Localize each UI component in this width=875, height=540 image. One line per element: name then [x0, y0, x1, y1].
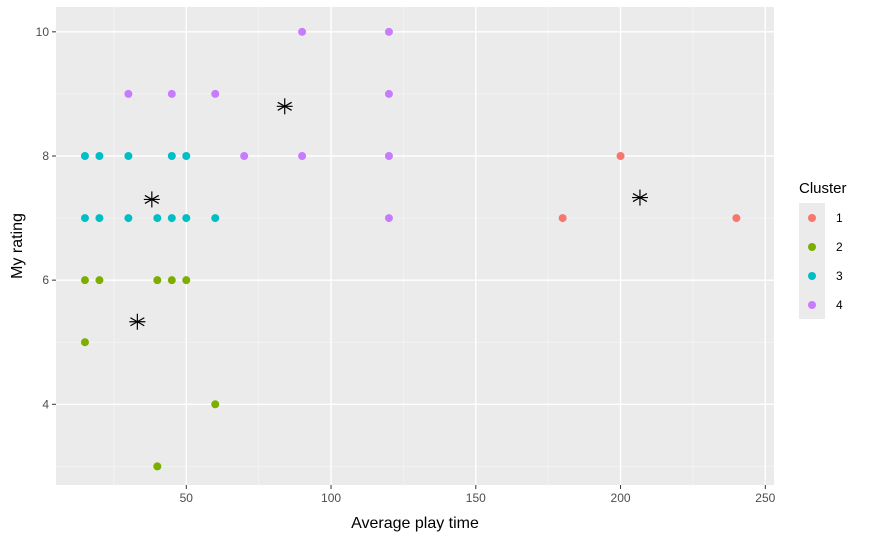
- legend-key-3: [808, 272, 816, 280]
- data-point-cluster-2: [153, 462, 162, 471]
- x-tick-label: 50: [180, 491, 194, 505]
- data-point-cluster-3: [211, 214, 220, 223]
- cluster-center-marker: [143, 191, 160, 208]
- data-point-cluster-4: [384, 214, 393, 223]
- data-points: [80, 27, 741, 471]
- data-point-cluster-1: [558, 214, 567, 223]
- data-point-cluster-2: [95, 276, 104, 285]
- x-tick-label: 250: [755, 491, 775, 505]
- grid-minor: [56, 7, 774, 485]
- data-point-cluster-4: [384, 27, 393, 36]
- data-point-cluster-3: [124, 151, 133, 160]
- data-point-cluster-1: [732, 214, 741, 223]
- legend-key-1: [808, 214, 816, 222]
- cluster-center-marker: [129, 313, 146, 330]
- y-tick-label: 6: [42, 273, 49, 287]
- data-point-cluster-3: [95, 151, 104, 160]
- data-point-cluster-1: [616, 151, 625, 160]
- data-point-cluster-4: [298, 151, 307, 160]
- data-point-cluster-3: [80, 151, 89, 160]
- grid-major: [56, 7, 774, 485]
- data-point-cluster-3: [167, 214, 176, 223]
- data-point-cluster-2: [80, 338, 89, 347]
- data-point-cluster-4: [298, 27, 307, 36]
- legend-label-4: 4: [836, 298, 843, 312]
- data-point-cluster-4: [211, 89, 220, 98]
- data-point-cluster-2: [80, 276, 89, 285]
- legend-key-2: [808, 243, 816, 251]
- legend: Cluster 1 2 3 4: [799, 180, 847, 319]
- y-axis-title: My rating: [9, 213, 26, 279]
- data-point-cluster-3: [95, 214, 104, 223]
- data-point-cluster-4: [124, 89, 133, 98]
- x-tick-label: 150: [466, 491, 486, 505]
- data-point-cluster-3: [153, 214, 162, 223]
- x-axis-ticks: 50 100 150 200 250: [180, 485, 776, 505]
- legend-label-3: 3: [836, 269, 843, 283]
- cluster-centers: [129, 98, 648, 330]
- data-point-cluster-4: [384, 151, 393, 160]
- legend-label-1: 1: [836, 211, 843, 225]
- data-point-cluster-3: [182, 214, 191, 223]
- x-tick-label: 100: [321, 491, 341, 505]
- data-point-cluster-3: [124, 214, 133, 223]
- legend-key-4: [808, 301, 816, 309]
- legend-label-2: 2: [836, 240, 843, 254]
- data-point-cluster-3: [80, 214, 89, 223]
- data-point-cluster-2: [211, 400, 220, 409]
- cluster-center-marker: [276, 98, 293, 115]
- legend-title: Cluster: [799, 180, 847, 197]
- y-tick-label: 8: [42, 149, 49, 163]
- legend-key-background: [799, 203, 825, 319]
- data-point-cluster-2: [167, 276, 176, 285]
- cluster-center-marker: [631, 189, 648, 206]
- x-axis-title: Average play time: [351, 515, 479, 532]
- data-point-cluster-4: [240, 151, 249, 160]
- data-point-cluster-2: [153, 276, 162, 285]
- data-point-cluster-3: [167, 151, 176, 160]
- data-point-cluster-4: [384, 89, 393, 98]
- data-point-cluster-4: [167, 89, 176, 98]
- data-point-cluster-3: [182, 151, 191, 160]
- y-axis-ticks: 4 6 8 10: [36, 25, 56, 411]
- x-tick-label: 200: [611, 491, 631, 505]
- data-point-cluster-2: [182, 276, 191, 285]
- panel-background: [56, 7, 774, 485]
- y-tick-label: 10: [36, 25, 50, 39]
- y-tick-label: 4: [42, 397, 49, 411]
